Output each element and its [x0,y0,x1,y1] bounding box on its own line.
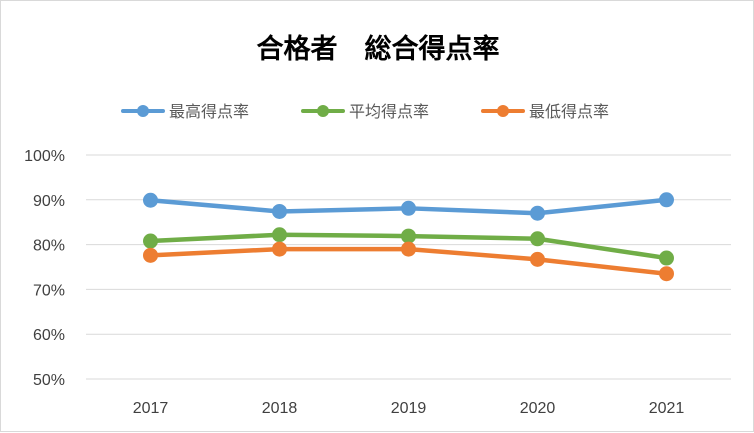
x-tick-label: 2021 [649,400,685,417]
series-3 [143,241,674,282]
data-point [530,231,545,247]
data-point [272,203,287,219]
data-point [659,192,674,208]
y-tick-label: 90% [33,193,65,210]
y-axis: 50% 60% 70% 80% 90% 100% [24,148,65,389]
y-tick-label: 100% [24,148,65,165]
x-tick-label: 2017 [133,400,169,417]
data-point [530,205,545,221]
series-2 [143,227,674,266]
x-tick-label: 2019 [391,400,427,417]
data-point [401,241,416,257]
chart-title: 合格者 総合得点率 [257,33,500,65]
x-tick-label: 2018 [262,400,298,417]
data-point [659,250,674,266]
y-tick-label: 80% [33,238,65,255]
series-1 [143,192,674,221]
legend-swatch-marker [317,105,329,117]
data-point [143,192,158,208]
data-point [272,227,287,243]
data-point [143,247,158,263]
legend-label: 平均得点率 [349,102,429,121]
data-point [143,233,158,249]
legend-item: 最低得点率 [481,102,609,121]
legend-swatch-marker [137,105,149,117]
legend-label: 最低得点率 [529,102,609,121]
legend-item: 平均得点率 [301,102,429,121]
legend-label: 最高得点率 [169,102,249,121]
legend-swatch-marker [497,105,509,117]
legend: 最高得点率 平均得点率 最低得点率 [121,102,609,121]
y-tick-label: 70% [33,282,65,299]
data-point [659,266,674,282]
x-tick-label: 2020 [520,400,556,417]
gridlines [86,154,731,380]
x-axis: 2017 2018 2019 2020 2021 [133,400,685,417]
y-tick-label: 60% [33,327,65,344]
series-layer [143,192,674,282]
data-point [401,228,416,244]
legend-item: 最高得点率 [121,102,249,121]
data-point [401,200,416,216]
y-tick-label: 50% [33,372,65,389]
data-point [530,251,545,267]
data-point [272,241,287,257]
